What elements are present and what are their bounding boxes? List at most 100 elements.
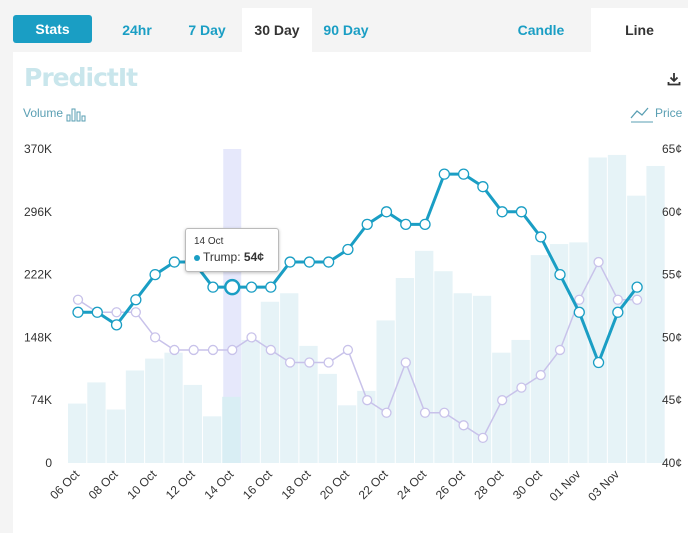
- y-left-tick-label: 148K: [24, 330, 52, 344]
- y-left-tick-label: 222K: [24, 268, 52, 282]
- volume-bar: [337, 405, 357, 463]
- volume-bar: [376, 320, 395, 463]
- data-point-other: [207, 344, 219, 356]
- price-label: Price: [655, 106, 683, 120]
- tab-7day[interactable]: 7 Day: [188, 22, 226, 38]
- data-point-trump: [515, 206, 528, 218]
- data-point-other: [497, 395, 508, 406]
- volume-bar: [492, 352, 511, 463]
- data-point-other: [458, 420, 469, 431]
- data-point-trump: [573, 306, 585, 318]
- x-tick-label: 22 Oct: [356, 467, 391, 502]
- data-point-other: [111, 307, 122, 318]
- data-point-other: [284, 357, 296, 368]
- data-point-trump: [149, 268, 161, 281]
- volume-bar: [453, 293, 472, 463]
- tab-24hr[interactable]: 24hr: [122, 22, 152, 38]
- x-tick-label: 10 Oct: [124, 467, 159, 502]
- data-point-other: [419, 407, 431, 418]
- data-point-other: [323, 357, 334, 368]
- x-tick-label: 06 Oct: [47, 467, 82, 502]
- series-dot-icon: [194, 254, 200, 261]
- data-point-trump: [91, 306, 103, 318]
- data-point-trump: [72, 306, 84, 318]
- data-point-trump: [380, 206, 393, 218]
- data-point-other: [265, 344, 276, 356]
- data-point-trump: [419, 218, 431, 231]
- data-point-other: [188, 344, 199, 356]
- data-point-other: [381, 407, 392, 418]
- tab-candle[interactable]: Candle: [517, 22, 565, 38]
- data-point-other: [535, 369, 546, 381]
- data-point-trump: [631, 281, 643, 293]
- volume-bar: [87, 382, 106, 463]
- predictit-logo: PredictIt: [24, 63, 138, 92]
- volume-bar: [395, 277, 415, 463]
- data-point-other: [169, 344, 180, 356]
- volume-bar: [472, 295, 492, 463]
- tab-90day[interactable]: 90 Day: [323, 22, 369, 38]
- volume-bar: [241, 339, 260, 463]
- data-point-other: [304, 357, 315, 368]
- data-point-trump: [592, 356, 605, 369]
- data-point-other: [130, 307, 141, 318]
- volume-bar: [530, 255, 550, 463]
- data-point-other: [342, 344, 354, 356]
- tooltip-date: 14 Oct: [194, 236, 224, 247]
- x-tick-label: 26 Oct: [433, 467, 468, 502]
- y-right-tick-label: 55¢: [662, 268, 682, 282]
- data-point-trump: [245, 281, 258, 293]
- data-point-trump: [130, 294, 142, 306]
- x-tick-label: 24 Oct: [394, 467, 429, 502]
- data-point-other: [72, 294, 84, 305]
- x-tick-label: 20 Oct: [317, 467, 352, 502]
- data-point-trump: [265, 281, 277, 293]
- volume-bar: [588, 157, 607, 463]
- volume-bar: [415, 250, 434, 463]
- y-left-tick-label: 74K: [31, 393, 52, 407]
- data-point-trump: [496, 206, 508, 218]
- x-tick-label: 28 Oct: [471, 467, 506, 502]
- line-chart-icon: [630, 105, 654, 128]
- volume-bar: [646, 165, 665, 464]
- volume-bar: [68, 403, 87, 463]
- volume-bar: [627, 195, 646, 464]
- data-point-other: [631, 294, 643, 305]
- volume-bar: [357, 390, 376, 463]
- tab-30day[interactable]: 30 Day: [242, 8, 312, 52]
- volume-bar: [145, 358, 164, 463]
- data-point-trump: [361, 218, 373, 231]
- volume-bar: [434, 271, 453, 463]
- toolbar: Stats 24hr 7 Day 30 Day 90 Day Candle Li…: [0, 0, 688, 52]
- volume-bar: [511, 339, 530, 463]
- y-left-tick-label: 296K: [24, 205, 52, 219]
- data-point-other: [400, 357, 411, 368]
- y-right-tick-label: 45¢: [662, 393, 682, 407]
- data-point-other: [246, 332, 257, 343]
- data-point-trump: [535, 231, 547, 243]
- download-icon[interactable]: [667, 72, 681, 91]
- tab-line[interactable]: Line: [591, 8, 688, 52]
- x-tick-label: 18 Oct: [279, 467, 314, 502]
- data-point-other: [149, 332, 161, 343]
- tooltip-value-line: Trump: 54¢: [194, 250, 264, 264]
- data-point-trump: [303, 256, 316, 268]
- tooltip-series: Trump: [203, 250, 238, 264]
- data-point-other: [612, 294, 623, 305]
- data-point-other: [593, 256, 604, 268]
- data-point-trump: [477, 181, 489, 193]
- data-point-trump: [457, 168, 470, 180]
- data-point-trump: [322, 256, 335, 268]
- x-tick-label: 01 Nov: [547, 467, 584, 504]
- stats-button[interactable]: Stats: [13, 15, 92, 43]
- volume-bar: [318, 373, 337, 463]
- y-left-tick-label: 0: [45, 456, 52, 470]
- volume-bar: [299, 345, 318, 463]
- volume-bar: [106, 409, 125, 463]
- x-tick-label: 12 Oct: [163, 467, 198, 502]
- y-right-tick-label: 60¢: [662, 205, 682, 219]
- data-point-other: [362, 395, 373, 406]
- volume-bar: [222, 396, 241, 463]
- data-point-other: [574, 294, 585, 305]
